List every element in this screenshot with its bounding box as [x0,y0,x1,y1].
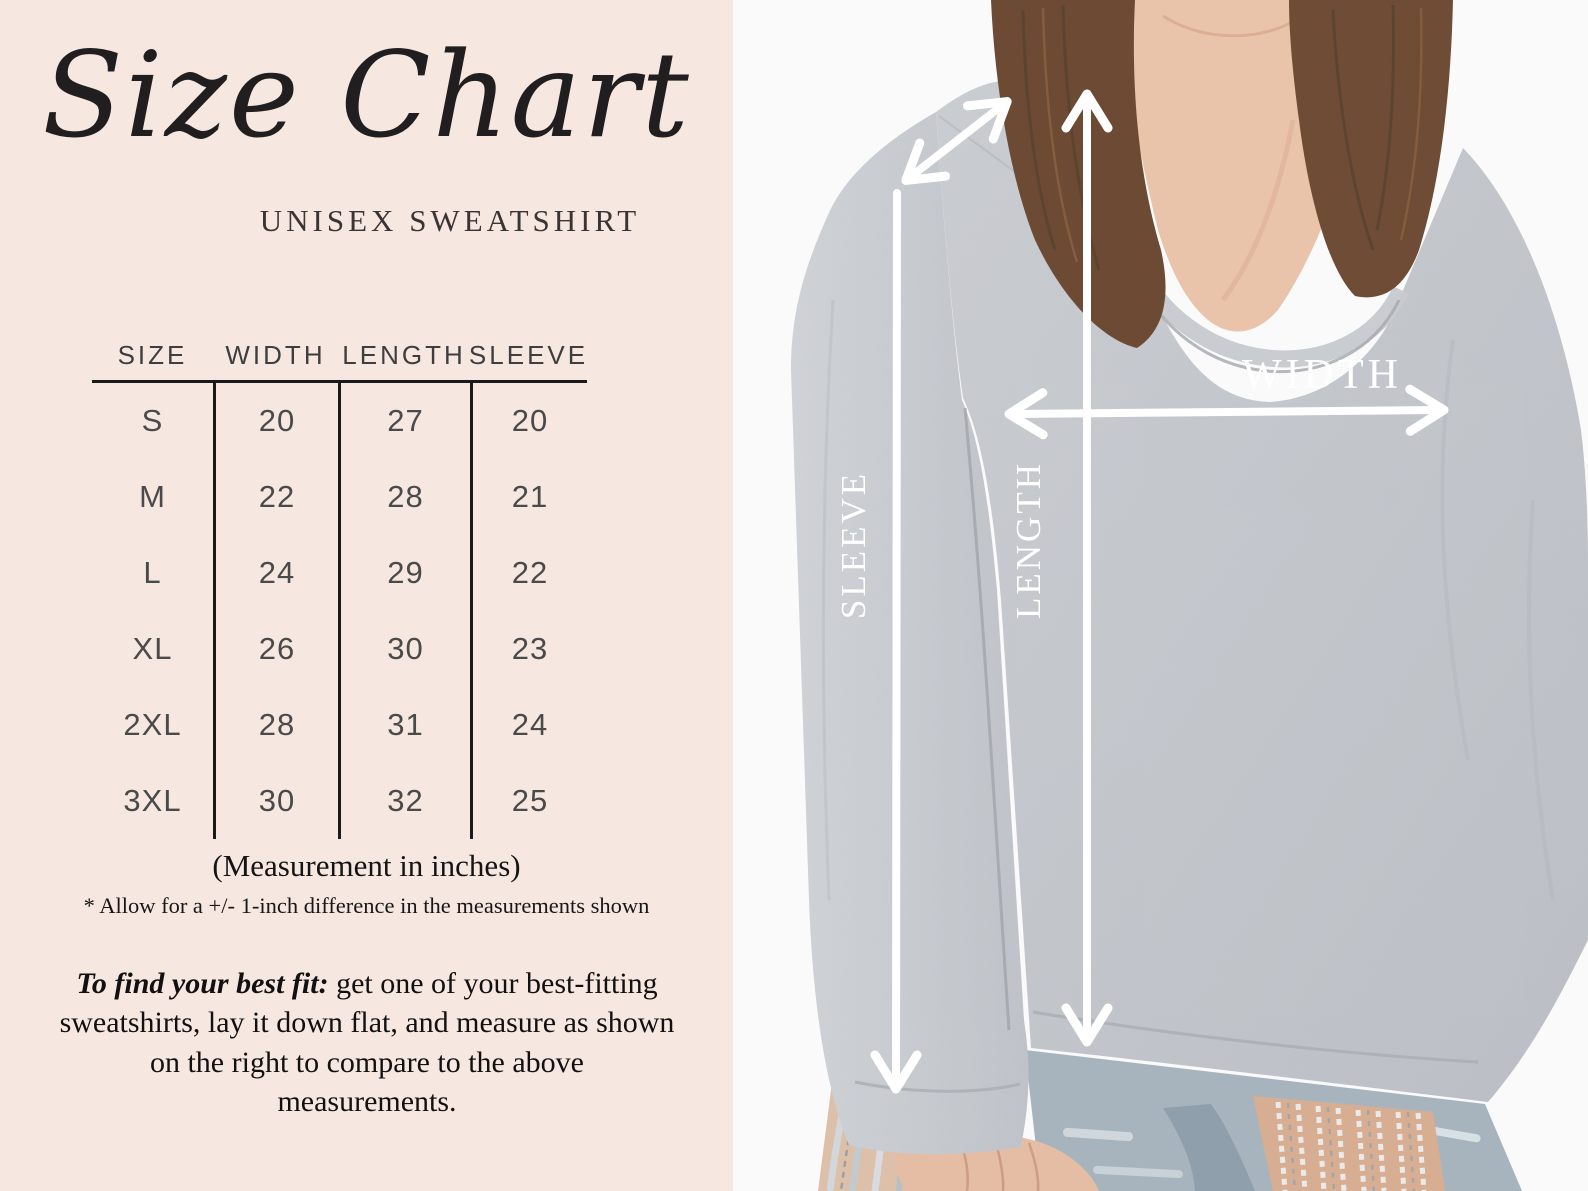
size-table-header: SIZE WIDTH LENGTH SLEEVE [92,330,587,380]
size-value-cell: 21 [470,459,587,535]
size-row-label: M [139,479,166,514]
size-row-label: L [143,555,162,590]
sleeve-label: SLEEVE [834,471,873,619]
size-value-cell: 26 [213,611,338,687]
fit-tip-body: get one of your best-fitting sweatshirts… [59,967,675,1118]
size-value-cell: 24 [470,687,587,763]
unit-note: (Measurement in inches) [212,848,521,883]
size-value-cell: 28 [213,687,338,763]
page-subtitle: UNISEX SWEATSHIRT [259,203,641,238]
header-rule [92,380,587,383]
fit-tip: To find your best fit: get one of your b… [57,964,677,1121]
size-value-cell: 30 [213,763,338,839]
length-label: LENGTH [1009,461,1048,619]
size-table-body: S 20 27 20 M 22 28 21 L 24 29 22 XL 26 30 23 2XL 28 31 24 3X… [92,383,587,839]
size-value-cell: 31 [338,687,470,763]
size-row-label: XL [132,631,173,666]
column-header-size: SIZE [117,339,188,370]
shoulder-arrow [901,97,1012,185]
size-value-cell: 32 [338,763,470,839]
denim-shorts [1025,1050,1522,1191]
column-header-width: WIDTH [225,339,326,370]
sweatshirt-measurement-illustration: WIDTH LENGTH SLEEVE [733,0,1588,1191]
size-value-cell: 20 [470,383,587,459]
page-title: Size Chart [42,26,691,164]
size-value-cell: 25 [470,763,587,839]
width-arrow [1004,384,1449,440]
width-label: WIDTH [1242,352,1402,398]
product-photo: WIDTH LENGTH SLEEVE [733,0,1588,1191]
size-value-cell: 20 [213,383,338,459]
size-chart-panel: Size Chart UNISEX SWEATSHIRT SIZE WIDTH … [0,0,733,1191]
size-table: SIZE WIDTH LENGTH SLEEVE S 20 27 20 M 22 28 21 L… [92,330,587,839]
column-header-length: LENGTH [342,339,466,370]
size-value-cell: 29 [338,535,470,611]
sleeve-arrow [870,189,922,1094]
size-value-cell: 23 [470,611,587,687]
size-row-label: 3XL [123,783,182,818]
size-value-cell: 22 [213,459,338,535]
column-header-sleeve: SLEEVE [468,339,589,370]
size-row-label: S [141,403,164,438]
size-value-cell: 22 [470,535,587,611]
fit-tip-lead: To find your best fit: [76,967,329,1000]
measurement-labels: WIDTH LENGTH SLEEVE [834,352,1402,619]
size-value-cell: 27 [338,383,470,459]
measurement-arrows [870,89,1449,1094]
size-row-label: 2XL [123,707,182,742]
size-value-cell: 30 [338,611,470,687]
size-value-cell: 24 [213,535,338,611]
tolerance-note: * Allow for a +/- 1-inch difference in t… [83,893,650,918]
size-value-cell: 28 [338,459,470,535]
